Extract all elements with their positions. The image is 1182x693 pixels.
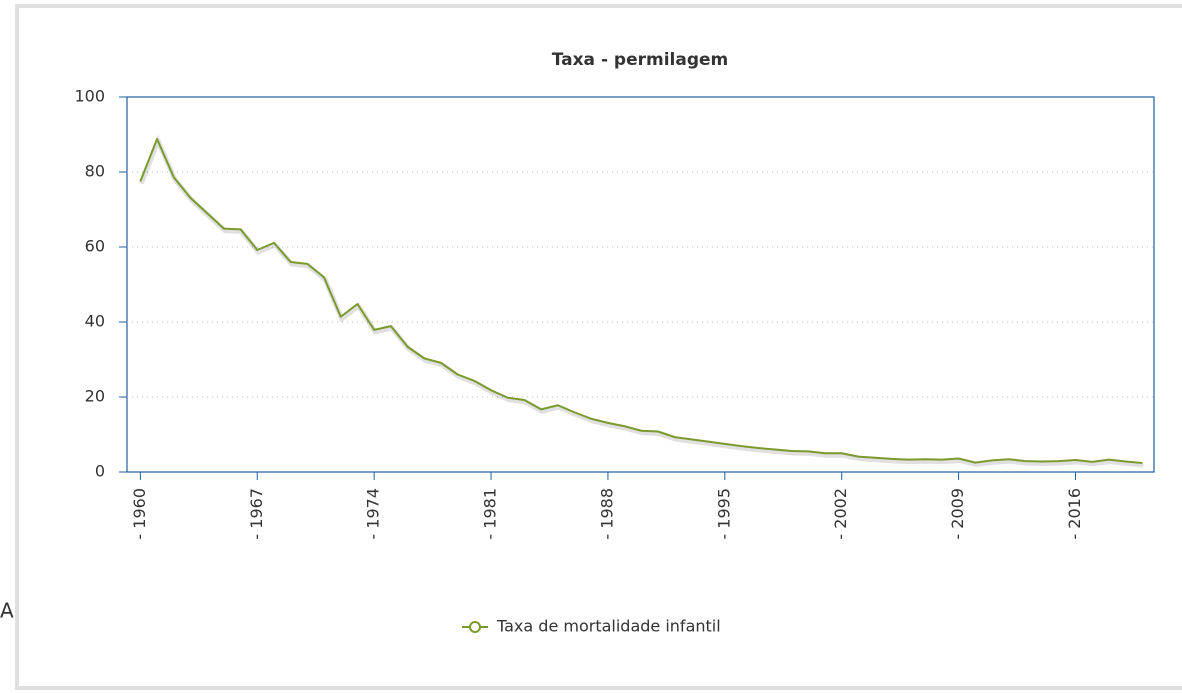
x-tick-label: - 1988 <box>597 488 616 540</box>
y-tick-label: 40 <box>85 312 105 331</box>
x-tick-label: - 2016 <box>1065 488 1084 540</box>
plot-area <box>126 96 1155 473</box>
legend-label: Taxa de mortalidade infantil <box>496 617 721 636</box>
side-text: A <box>0 599 14 623</box>
x-tick-label: - 1981 <box>481 488 500 540</box>
y-tick-label: 80 <box>85 162 105 181</box>
y-tick-label: 60 <box>85 237 105 256</box>
y-tick-label: 20 <box>85 387 105 406</box>
x-tick-label: - 1960 <box>130 488 149 540</box>
chart-title: Taxa - permilagem <box>552 50 729 70</box>
y-tick-label: 100 <box>74 87 105 106</box>
x-tick-label: - 1967 <box>247 488 266 540</box>
x-tick-label: - 2002 <box>831 488 850 540</box>
y-tick-label: 0 <box>95 462 105 481</box>
frame <box>15 4 1182 690</box>
x-tick-label: - 1995 <box>714 488 733 540</box>
x-tick-label: - 1974 <box>364 488 383 540</box>
line-shadow <box>139 134 1144 468</box>
line <box>139 138 1143 464</box>
x-tick-label: - 2009 <box>948 488 967 540</box>
legend-marker <box>469 621 481 633</box>
